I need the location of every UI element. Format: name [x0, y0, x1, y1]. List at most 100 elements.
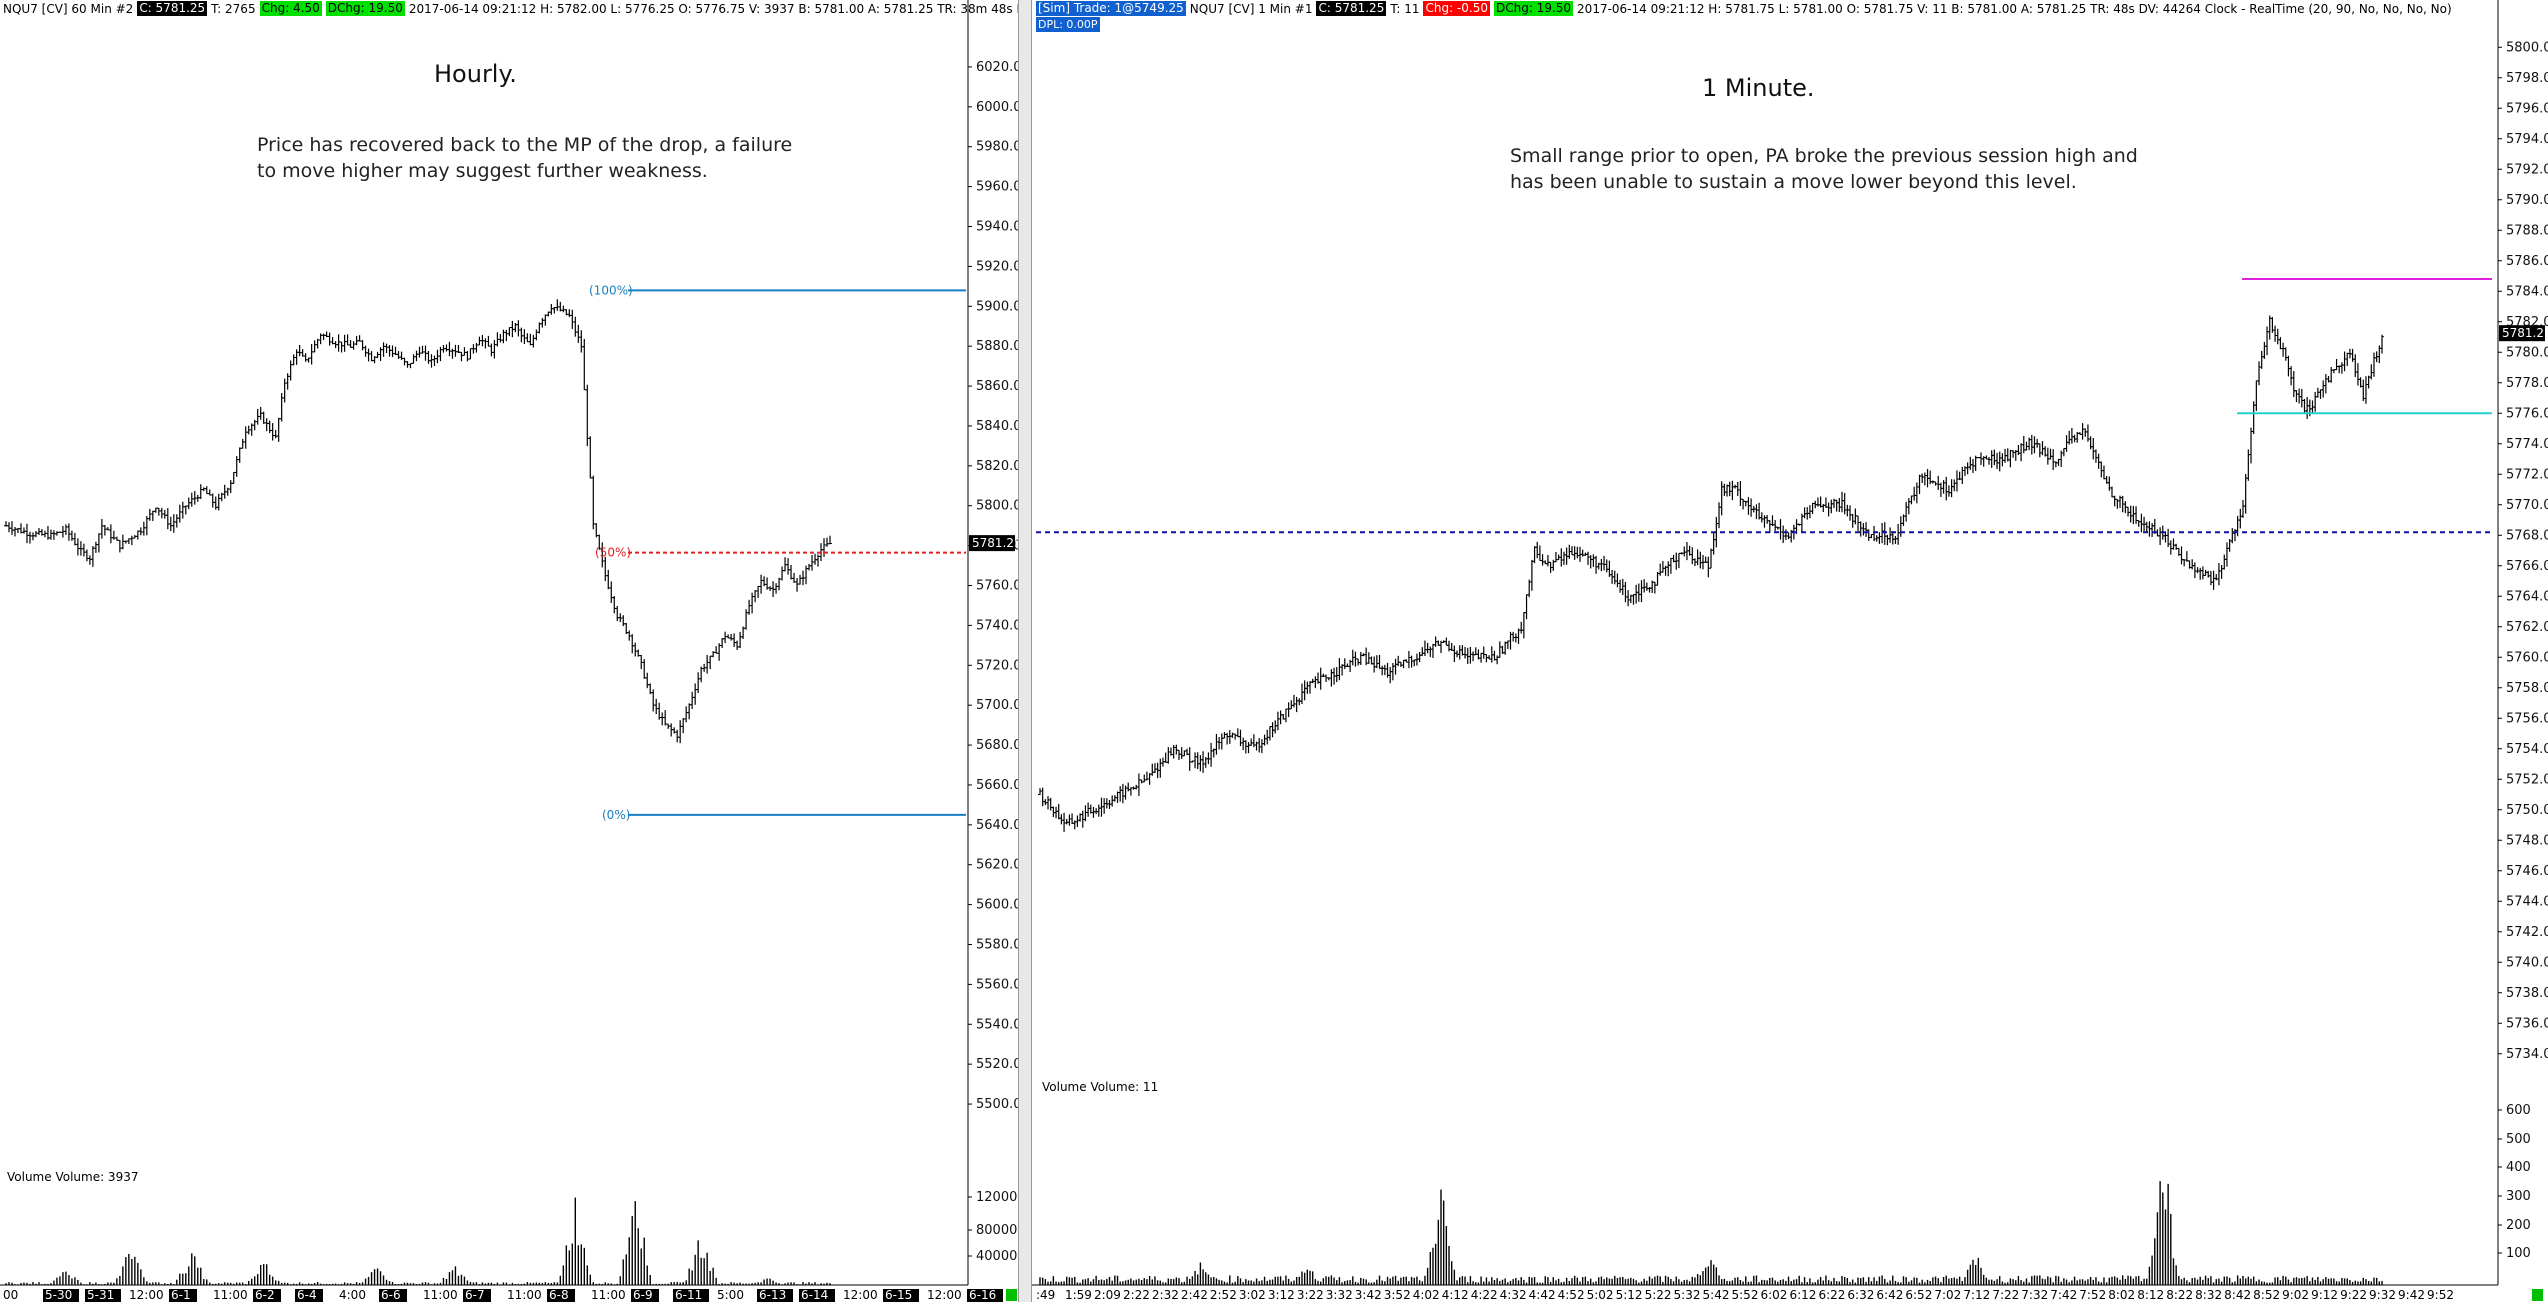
close-badge: C: 5781.25: [137, 1, 208, 16]
minute-chart-panel[interactable]: [Sim] Trade: 1@5749.25 NQU7 [CV] 1 Min #…: [1032, 0, 2548, 1302]
time-tick-label: 9:02: [2282, 1288, 2309, 1302]
last-price-label: 5781.25: [972, 536, 1018, 550]
volume-tick-label: 600: [2506, 1103, 2531, 1118]
hourly-chart-canvas[interactable]: 6020.00 6000.00 5980.00 5960.00 5940.00 5920.…: [0, 0, 1018, 1302]
time-tick-label: 2:32: [1152, 1288, 1179, 1302]
note-text: Small range prior to open, PA broke the …: [1510, 143, 2138, 195]
fib-0-label: (0%): [602, 808, 630, 822]
price-tick-label: 5660.00: [976, 778, 1018, 793]
price-tick-label: 5770.00: [2506, 498, 2548, 513]
time-tick-label: 5:12: [1616, 1288, 1643, 1302]
fib-50-label: (50%): [595, 546, 631, 560]
price-tick-label: 5788.00: [2506, 223, 2548, 238]
price-tick-label: 5792.00: [2506, 162, 2548, 177]
price-tick-label: 5820.00: [976, 459, 1018, 474]
fib-100-label: (100%): [589, 283, 633, 297]
dchg-badge: DChg: 19.50: [1493, 1, 1574, 16]
time-tick-label: 7:02: [1934, 1288, 1961, 1302]
time-tick-label: 6:42: [1876, 1288, 1903, 1302]
time-tick-label: 3:42: [1355, 1288, 1382, 1302]
dchg-badge: DChg: 19.50: [325, 1, 405, 16]
close-badge: C: 5781.25: [1316, 1, 1387, 16]
price-tick-label: 5720.00: [976, 658, 1018, 673]
hourly-chart-panel[interactable]: NQU7 [CV] 60 Min #2 C: 5781.25 T: 2765 C…: [0, 0, 1079, 1302]
time-tick-label: 6:52: [1905, 1288, 1932, 1302]
time-tick-box: [883, 1289, 919, 1302]
time-tick-label: 2:42: [1181, 1288, 1208, 1302]
time-tick-label: 9:12: [2311, 1288, 2338, 1302]
price-tick-label: 5796.00: [2506, 101, 2548, 116]
price-tick-label: 5742.00: [2506, 925, 2548, 940]
time-tick-label: 4:12: [1442, 1288, 1469, 1302]
price-tick-label: 5840.00: [976, 419, 1018, 434]
price-tick-label: 5748.00: [2506, 833, 2548, 848]
panel-divider[interactable]: [1018, 0, 1032, 1302]
price-tick-label: 5680.00: [976, 738, 1018, 753]
price-tick-label: 5764.00: [2506, 589, 2548, 604]
time-tick-label: 3:02: [1239, 1288, 1266, 1302]
time-tick-label: 00: [3, 1288, 18, 1302]
note-line: Small range prior to open, PA broke the …: [1510, 145, 2138, 167]
sim-trade-badge: [Sim] Trade: 1@5749.25: [1036, 1, 1186, 16]
price-tick-label: 5772.00: [2506, 467, 2548, 482]
time-tick-box: [967, 1289, 1003, 1302]
price-tick-label: 5800.00: [976, 499, 1018, 514]
time-tick-label: 6:12: [1789, 1288, 1816, 1302]
last-price-tag: [2499, 325, 2545, 342]
time-tick-label: 9:22: [2340, 1288, 2367, 1302]
time-tick-label: 6-11: [675, 1288, 702, 1302]
price-tick-label: 5540.00: [976, 1017, 1018, 1032]
price-tick-label: 5794.00: [2506, 132, 2548, 147]
chart-title: 1 Minute.: [1702, 74, 1815, 102]
time-tick-label: 6-16: [969, 1288, 996, 1302]
time-tick-label: 5:22: [1645, 1288, 1672, 1302]
price-tick-label: 5600.00: [976, 898, 1018, 913]
time-tick-label: :49: [1036, 1288, 1055, 1302]
price-tick-label: 5744.00: [2506, 894, 2548, 909]
time-tick-label: 11:00: [591, 1288, 626, 1302]
time-tick-label: 6-15: [885, 1288, 912, 1302]
time-tick-label: 5-31: [87, 1288, 114, 1302]
time-tick-label: 2:22: [1123, 1288, 1150, 1302]
time-tick-label: 5-30: [45, 1288, 72, 1302]
price-tick-label: 5980.00: [976, 140, 1018, 155]
price-tick-label: 5560.00: [976, 977, 1018, 992]
price-tick-label: 5790.00: [2506, 193, 2548, 208]
price-tick-label: 5780.00: [2506, 345, 2548, 360]
price-tick-label: 5786.00: [2506, 254, 2548, 269]
time-tick-label: 5:00: [717, 1288, 744, 1302]
volume-label: Volume Volume: 3937: [7, 1170, 139, 1184]
time-tick-label: 6-14: [801, 1288, 828, 1302]
note-line: has been unable to sustain a move lower …: [1510, 171, 2077, 193]
price-tick-label: 5580.00: [976, 938, 1018, 953]
price-tick-label: 5738.00: [2506, 986, 2548, 1001]
time-tick-label: 12:00: [129, 1288, 164, 1302]
price-tick-label: 5750.00: [2506, 803, 2548, 818]
price-tick-label: 5734.00: [2506, 1047, 2548, 1062]
time-tick-label: 6-4: [297, 1288, 317, 1302]
note-text: Price has recovered back to the MP of th…: [257, 132, 792, 184]
time-tick-box: [757, 1289, 793, 1302]
info-label: 2017-06-14 09:21:12 H: 5782.00 L: 5776.2…: [408, 1, 1079, 16]
price-tick-label: 5700.00: [976, 698, 1018, 713]
time-tick-label: 8:52: [2253, 1288, 2280, 1302]
time-tick-label: 3:22: [1297, 1288, 1324, 1302]
time-tick-label: 6-13: [759, 1288, 786, 1302]
price-tick-label: 5758.00: [2506, 681, 2548, 696]
time-tick-label: 5:02: [1587, 1288, 1614, 1302]
time-tick-label: 5:52: [1732, 1288, 1759, 1302]
price-tick-label: 5880.00: [976, 339, 1018, 354]
minute-chart-canvas[interactable]: 5800.00 5798.00 5796.00 5794.00 5792.00 5790.…: [1032, 0, 2548, 1302]
volume-tick-label: 500: [2506, 1132, 2531, 1147]
dpl-badge: DPL: 0.00P: [1036, 17, 1100, 32]
time-tick-label: 4:32: [1500, 1288, 1527, 1302]
time-tick-label: 3:12: [1268, 1288, 1295, 1302]
price-tick-label: 5900.00: [976, 299, 1018, 314]
price-tick-label: 5520.00: [976, 1057, 1018, 1072]
last-price-tag: [969, 535, 1015, 552]
price-tick-label: 5776.00: [2506, 406, 2548, 421]
time-tick-label: 4:52: [1558, 1288, 1585, 1302]
time-tick-label: 1:59: [1065, 1288, 1092, 1302]
price-tick-label: 5740.00: [976, 618, 1018, 633]
chg-badge: Chg: 4.50: [259, 1, 322, 16]
